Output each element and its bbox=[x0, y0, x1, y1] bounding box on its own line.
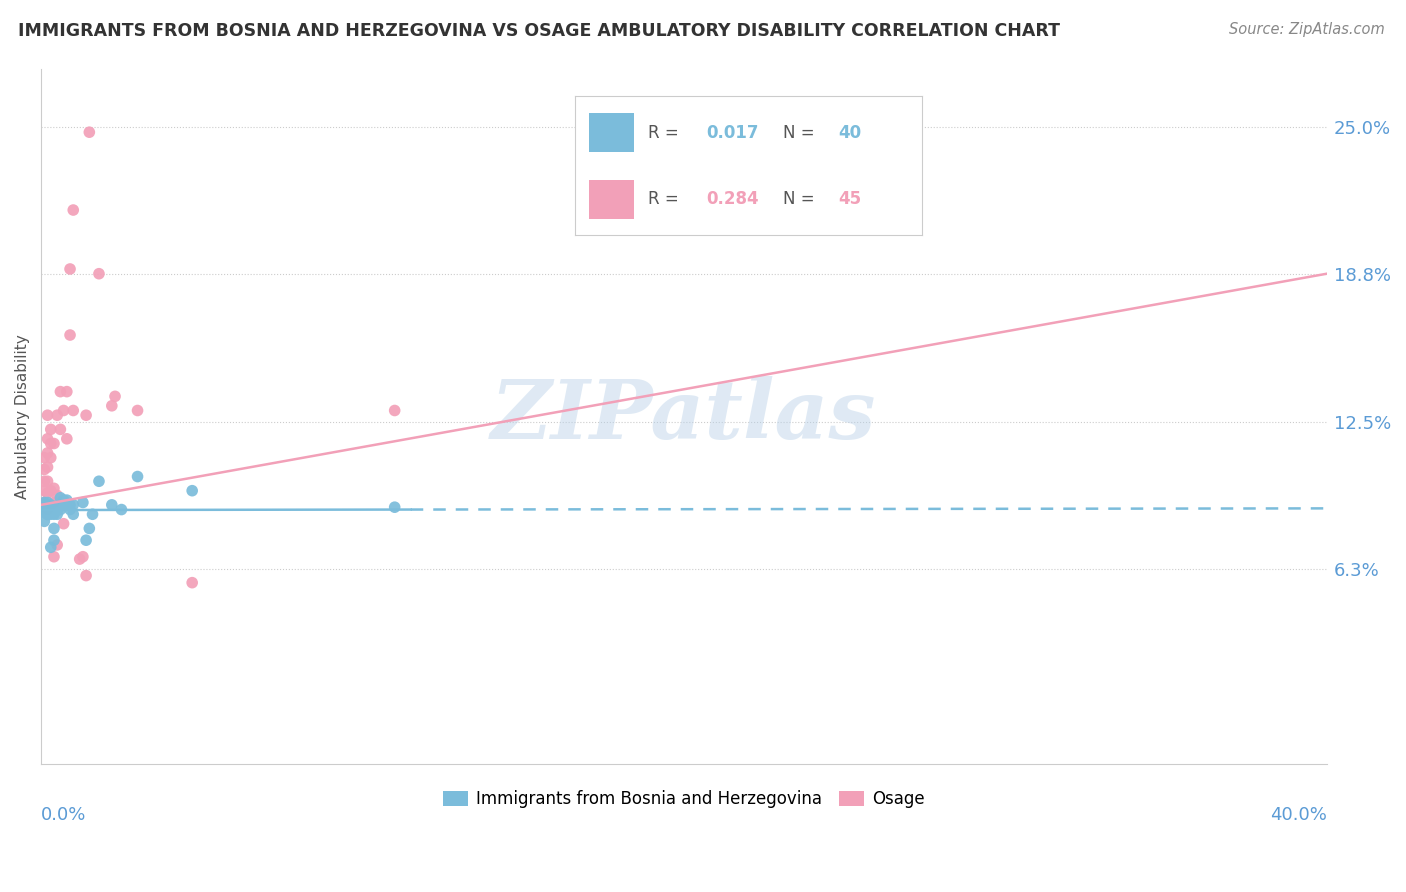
Point bbox=[384, 500, 406, 515]
Point bbox=[101, 399, 124, 413]
Point bbox=[110, 502, 132, 516]
Text: IMMIGRANTS FROM BOSNIA AND HERZEGOVINA VS OSAGE AMBULATORY DISABILITY CORRELATIO: IMMIGRANTS FROM BOSNIA AND HERZEGOVINA V… bbox=[18, 22, 1060, 40]
Point bbox=[52, 493, 75, 508]
Point bbox=[39, 508, 62, 522]
Point bbox=[39, 502, 62, 516]
Point bbox=[42, 549, 65, 564]
Point bbox=[49, 491, 72, 505]
Point bbox=[34, 514, 56, 528]
Point bbox=[52, 403, 75, 417]
Point bbox=[87, 475, 110, 489]
Point bbox=[42, 521, 65, 535]
Legend: Immigrants from Bosnia and Herzegovina, Osage: Immigrants from Bosnia and Herzegovina, … bbox=[436, 784, 932, 815]
Point bbox=[87, 267, 110, 281]
Point bbox=[104, 389, 127, 403]
Point bbox=[42, 508, 65, 522]
Point bbox=[46, 502, 69, 516]
Point bbox=[46, 488, 69, 502]
Point bbox=[62, 508, 84, 522]
Point bbox=[34, 505, 56, 519]
Point bbox=[181, 483, 204, 498]
Point bbox=[59, 262, 82, 277]
Point bbox=[34, 462, 56, 476]
Text: ZIPatlas: ZIPatlas bbox=[491, 376, 877, 457]
Text: 0.0%: 0.0% bbox=[41, 806, 87, 824]
Point bbox=[52, 498, 75, 512]
Point bbox=[59, 502, 82, 516]
Point bbox=[37, 460, 59, 475]
Point bbox=[62, 202, 84, 217]
Point bbox=[75, 568, 97, 582]
Point bbox=[42, 481, 65, 495]
Point bbox=[34, 483, 56, 498]
Point bbox=[39, 450, 62, 465]
Point bbox=[39, 422, 62, 436]
Point bbox=[101, 498, 124, 512]
Point bbox=[37, 475, 59, 489]
Point bbox=[39, 498, 62, 512]
Point bbox=[46, 508, 69, 522]
Point bbox=[37, 486, 59, 500]
Point bbox=[34, 502, 56, 516]
Point bbox=[42, 436, 65, 450]
Point bbox=[37, 432, 59, 446]
Point bbox=[82, 508, 104, 522]
Point bbox=[72, 495, 94, 509]
Point bbox=[72, 549, 94, 564]
Point bbox=[59, 328, 82, 343]
Text: 40.0%: 40.0% bbox=[1270, 806, 1327, 824]
Point bbox=[42, 502, 65, 516]
Point bbox=[34, 495, 56, 509]
Point bbox=[37, 502, 59, 516]
Point bbox=[49, 502, 72, 516]
Point bbox=[37, 408, 59, 422]
Point bbox=[62, 403, 84, 417]
Point bbox=[39, 483, 62, 498]
Point bbox=[79, 521, 101, 535]
Point bbox=[62, 498, 84, 512]
Point bbox=[37, 502, 59, 516]
Point bbox=[56, 493, 79, 508]
Point bbox=[49, 498, 72, 512]
Point bbox=[37, 495, 59, 509]
Point bbox=[127, 469, 149, 483]
Point bbox=[46, 502, 69, 516]
Point bbox=[39, 436, 62, 450]
Point bbox=[42, 495, 65, 509]
Point bbox=[34, 495, 56, 509]
Point bbox=[56, 432, 79, 446]
Point bbox=[37, 446, 59, 460]
Point bbox=[39, 498, 62, 512]
Point bbox=[49, 384, 72, 399]
Point bbox=[42, 533, 65, 548]
Point bbox=[37, 508, 59, 522]
Point bbox=[34, 450, 56, 465]
Point bbox=[34, 475, 56, 489]
Point bbox=[56, 384, 79, 399]
Point bbox=[79, 125, 101, 139]
Text: Source: ZipAtlas.com: Source: ZipAtlas.com bbox=[1229, 22, 1385, 37]
Point bbox=[49, 422, 72, 436]
Point bbox=[37, 502, 59, 516]
Point bbox=[75, 533, 97, 548]
Point bbox=[181, 575, 204, 590]
Point bbox=[59, 498, 82, 512]
Point bbox=[384, 403, 406, 417]
Y-axis label: Ambulatory Disability: Ambulatory Disability bbox=[15, 334, 30, 499]
Point bbox=[127, 403, 149, 417]
Point bbox=[52, 516, 75, 531]
Point bbox=[37, 508, 59, 522]
Point bbox=[75, 408, 97, 422]
Point bbox=[39, 541, 62, 555]
Point bbox=[46, 408, 69, 422]
Point bbox=[46, 538, 69, 552]
Point bbox=[69, 552, 91, 566]
